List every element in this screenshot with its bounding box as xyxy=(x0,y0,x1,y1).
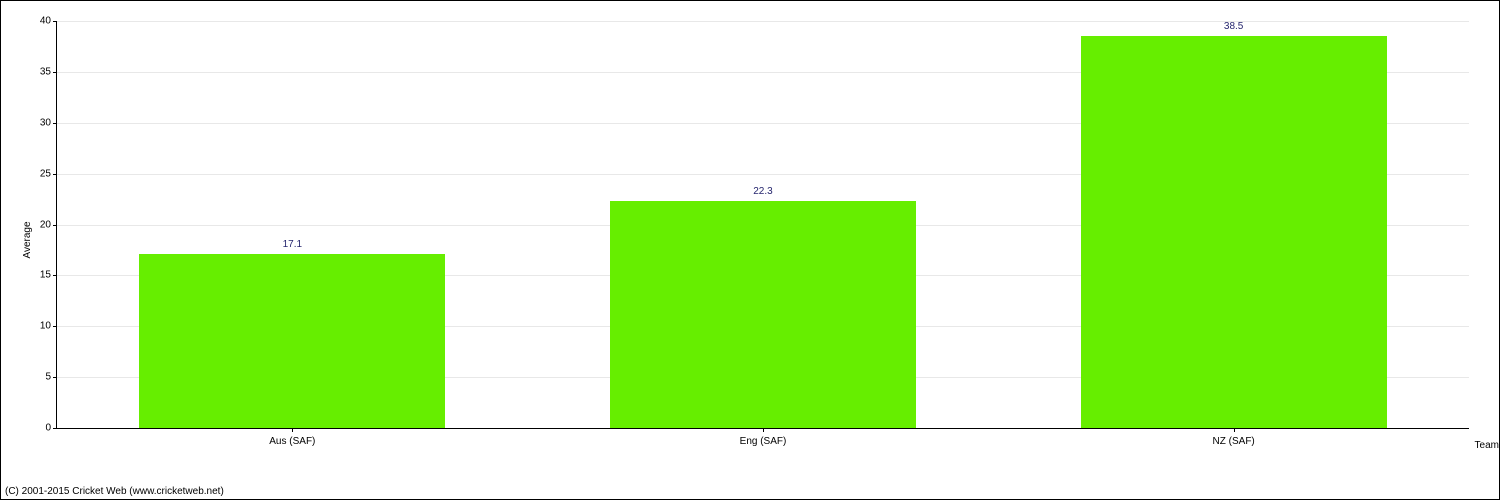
chart-wrapper: Average 051015202530354017.1Aus (SAF)22.… xyxy=(1,1,1499,479)
copyright-text: (C) 2001-2015 Cricket Web (www.cricketwe… xyxy=(5,486,224,497)
ytick-label: 20 xyxy=(40,219,57,230)
ytick-label: 5 xyxy=(45,372,57,383)
xtick-label: Eng (SAF) xyxy=(740,428,787,447)
ytick-label: 40 xyxy=(40,16,57,27)
bar-value-label: 22.3 xyxy=(610,186,916,197)
xtick-label: NZ (SAF) xyxy=(1213,428,1255,447)
bar-value-label: 17.1 xyxy=(139,239,445,250)
bar: 22.3 xyxy=(610,201,916,428)
bar: 38.5 xyxy=(1081,36,1387,428)
x-axis-label: Team xyxy=(1475,440,1499,451)
y-axis-label: Average xyxy=(22,221,33,258)
ytick-label: 30 xyxy=(40,117,57,128)
xtick-label: Aus (SAF) xyxy=(269,428,315,447)
bar-value-label: 38.5 xyxy=(1081,21,1387,32)
plot-area: 051015202530354017.1Aus (SAF)22.3Eng (SA… xyxy=(56,21,1469,429)
ytick-label: 25 xyxy=(40,168,57,179)
ytick-label: 35 xyxy=(40,66,57,77)
ytick-label: 0 xyxy=(45,423,57,434)
ytick-label: 10 xyxy=(40,321,57,332)
chart-frame: Average 051015202530354017.1Aus (SAF)22.… xyxy=(0,0,1500,500)
ytick-label: 15 xyxy=(40,270,57,281)
bar: 17.1 xyxy=(139,254,445,428)
